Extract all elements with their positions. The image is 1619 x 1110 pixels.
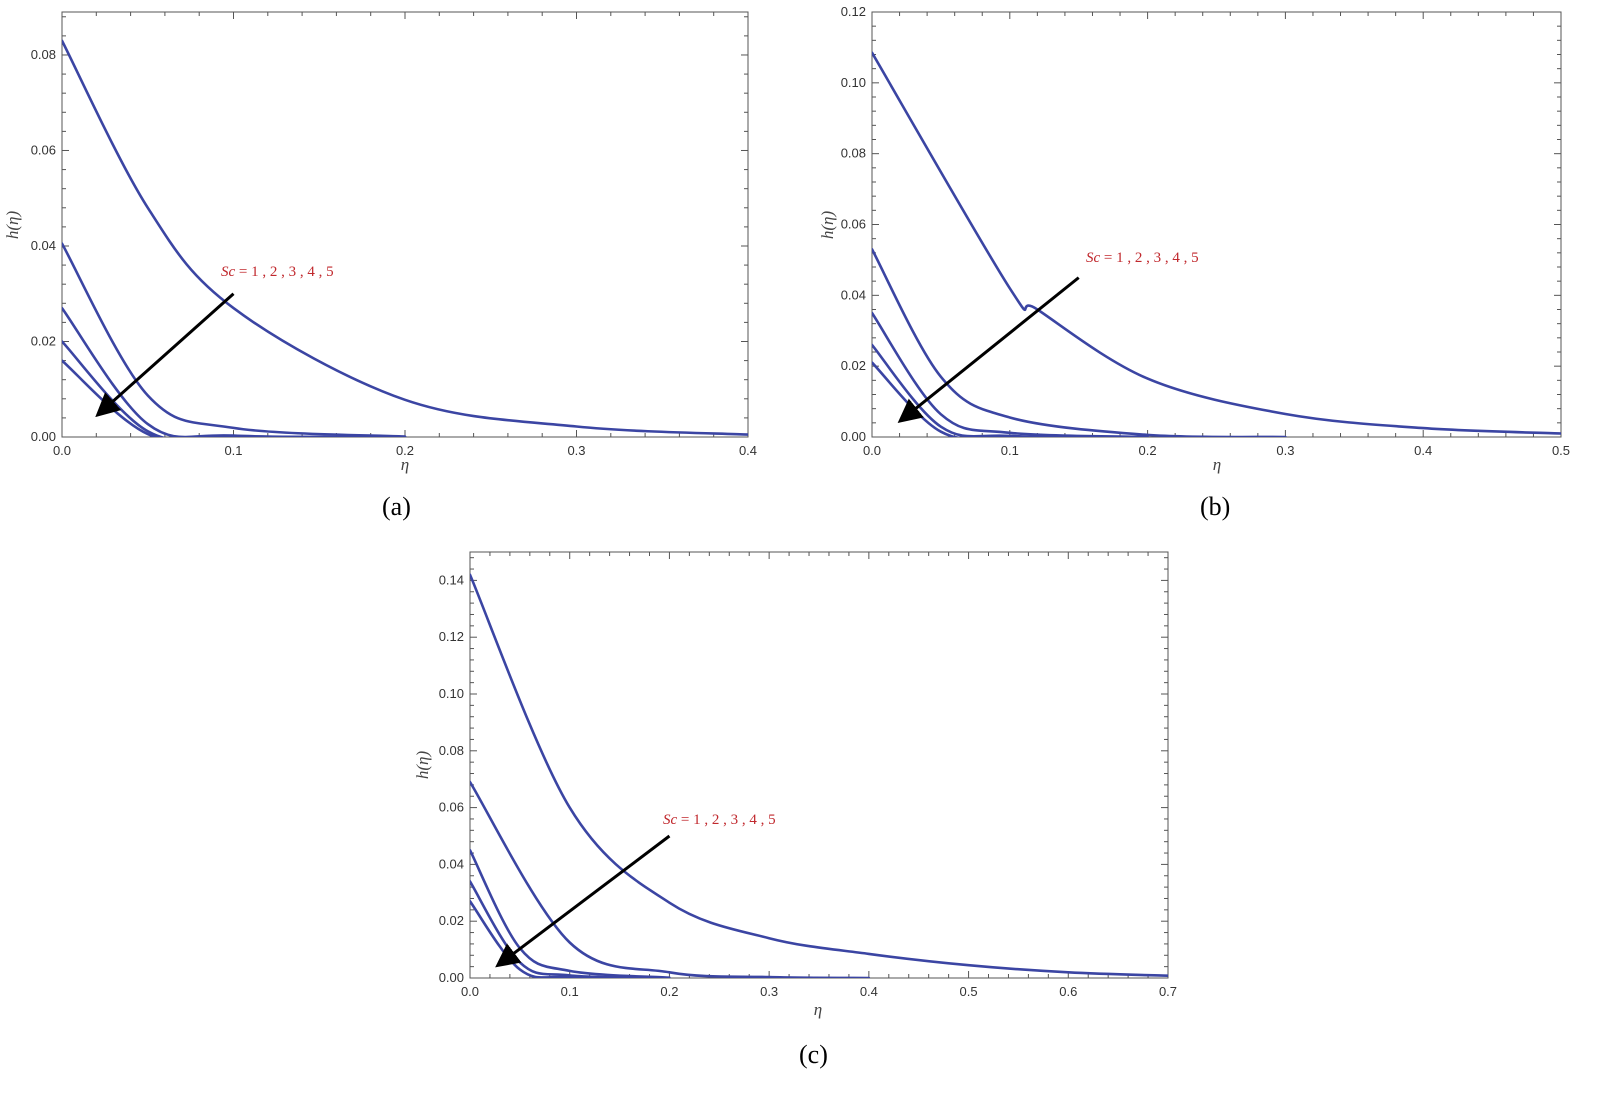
series-line-2 [470,780,871,978]
series-line-4 [872,343,1149,437]
y-axis-label: h(η) [818,211,837,240]
chart-a: 0.0 0.1 0.2 0.3 0.4 0.00 0.02 0.04 0.06 0.08 η h(η)… [3,11,757,474]
y-tick-label: 0.00 [31,429,56,444]
x-tick-label: 0.1 [1001,443,1019,458]
series-line-2 [62,242,407,437]
y-tick-label: 0.10 [841,75,866,90]
y-tick-label: 0.12 [439,629,464,644]
y-tick-label: 0.02 [439,913,464,928]
x-tick-label: 0.0 [863,443,881,458]
series-line-4 [62,340,407,437]
series-line-2 [872,248,1287,437]
y-tick-label: 0.12 [841,4,866,19]
y-tick-label: 0.04 [439,856,464,871]
series-line-3 [62,306,407,437]
y-tick-label: 0.06 [841,217,866,232]
x-tick-label: 0.0 [461,984,479,999]
y-tick-label: 0.02 [841,358,866,373]
y-tick-label: 0.08 [31,47,56,62]
x-tick-label: 0.1 [561,984,579,999]
x-tick-label: 0.1 [224,443,242,458]
x-tick-label: 0.2 [1139,443,1157,458]
x-tick-label: 0.4 [860,984,878,999]
y-tick-label: 0.00 [439,970,464,985]
x-tick-label: 0.3 [760,984,778,999]
annotation-label: Sc = 1 , 2 , 3 , 4 , 5 [1086,250,1199,266]
series-line-1 [62,39,748,436]
annotation-values: = 1 , 2 , 3 , 4 , 5 [235,264,333,280]
x-tick-label: 0.3 [1276,443,1294,458]
x-tick-label: 0.3 [567,443,585,458]
y-tick-label: 0.04 [31,238,56,253]
chart-c: 0.0 0.1 0.2 0.3 0.4 0.5 0.6 0.7 0.00 0.02 0.04 0.06… [413,551,1177,1019]
y-tick-label: 0.06 [439,800,464,815]
x-tick-label: 0.7 [1159,984,1177,999]
y-axis-label: h(η) [413,751,432,780]
annotation-arrow [95,292,235,418]
x-tick-label: 0.6 [1059,984,1077,999]
x-tick-label: 0.5 [1552,443,1570,458]
x-tick-label: 0.2 [660,984,678,999]
chart-panel-c: 0.0 0.1 0.2 0.3 0.4 0.5 0.6 0.7 0.00 0.02 0.04 0.06… [410,540,1210,1110]
annotation-arrow [495,834,671,968]
y-tick-label: 0.10 [439,686,464,701]
x-axis-label: η [1213,455,1221,474]
y-tick-label: 0.08 [841,146,866,161]
series-group [470,573,1168,978]
caption-b: (b) [1200,492,1231,521]
series-line-5 [872,361,1149,437]
y-tick-label: 0.00 [841,429,866,444]
plot-frame [61,11,749,438]
y-tick-label: 0.14 [439,572,464,587]
y-tick-label: 0.02 [31,333,56,348]
annotation-arrow [897,276,1080,424]
y-tick-label: 0.06 [31,142,56,157]
series-line-5 [470,900,671,978]
x-tick-label: 0.5 [960,984,978,999]
plot-frame [871,11,1562,438]
annotation-var: Sc [221,264,236,280]
caption-a: (a) [382,492,411,521]
chart-panel-a: 0.0 0.1 0.2 0.3 0.4 0.00 0.02 0.04 0.06 0.08 η h(η)… [0,0,790,540]
annotation-values: = 1 , 2 , 3 , 4 , 5 [1100,250,1198,266]
x-tick-label: 0.2 [396,443,414,458]
chart-panel-b: 0.0 0.1 0.2 0.3 0.4 0.5 0.00 0.02 0.04 0.06 0.08 0.… [815,0,1619,540]
y-axis-label: h(η) [3,211,22,240]
series-line-3 [470,848,671,978]
y-tick-label: 0.04 [841,287,866,302]
annotation-var: Sc [663,812,678,828]
annotation-label: Sc = 1 , 2 , 3 , 4 , 5 [663,812,776,828]
annotation-label: Sc = 1 , 2 , 3 , 4 , 5 [221,264,334,280]
x-tick-label: 0.4 [1414,443,1432,458]
chart-b: 0.0 0.1 0.2 0.3 0.4 0.5 0.00 0.02 0.04 0.06 0.08 0.… [818,4,1570,474]
annotation-values: = 1 , 2 , 3 , 4 , 5 [677,812,775,828]
series-line-1 [872,51,1561,435]
x-axis-label: η [401,455,409,474]
x-axis-label: η [814,1000,822,1019]
x-tick-label: 0.4 [739,443,757,458]
annotation-var: Sc [1086,250,1101,266]
y-tick-label: 0.08 [439,743,464,758]
series-group [62,39,748,437]
x-tick-label: 0.0 [53,443,71,458]
series-group [872,51,1561,437]
plot-frame [469,551,1169,979]
series-line-1 [470,573,1168,977]
caption-c: (c) [799,1040,828,1069]
